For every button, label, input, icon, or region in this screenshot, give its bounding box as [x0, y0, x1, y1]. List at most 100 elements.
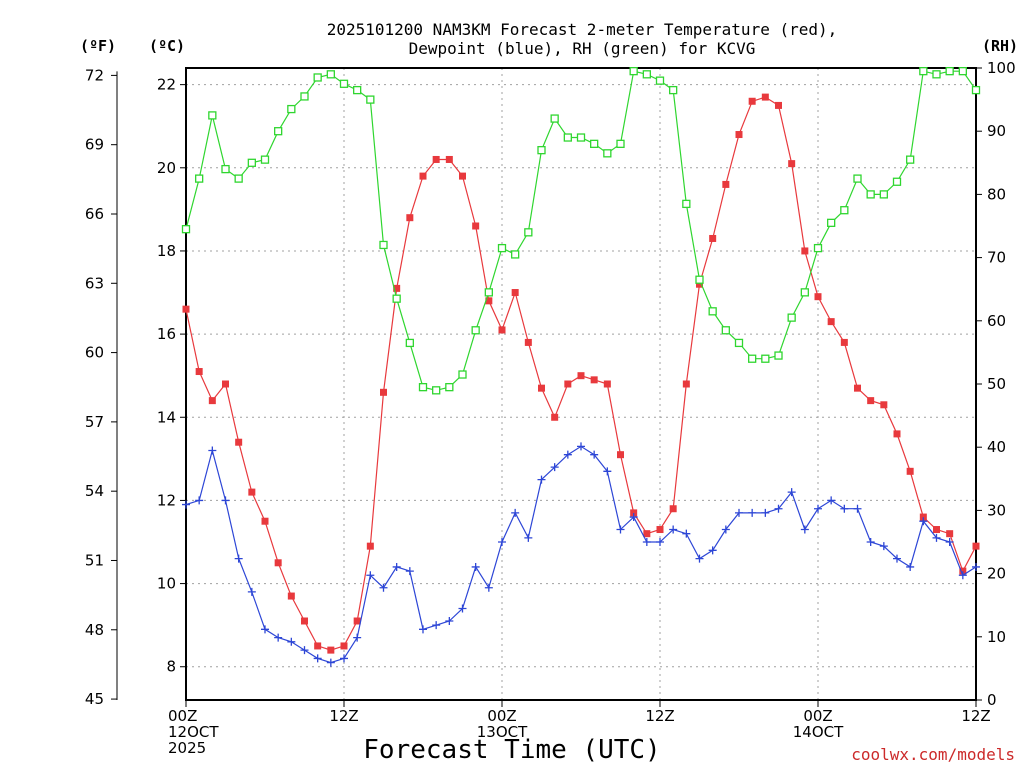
dewpoint-point	[603, 467, 612, 476]
dewpoint-point	[471, 562, 480, 571]
x-tick-label: 12Z	[961, 707, 990, 725]
rh-point	[853, 174, 862, 183]
rh-point	[181, 225, 191, 234]
temperature-point	[854, 384, 861, 392]
rh-point	[761, 354, 770, 363]
celsius-tick-label: 14	[157, 408, 176, 426]
rh-point	[379, 240, 388, 250]
temperature-point	[643, 530, 651, 538]
rh-point	[945, 67, 954, 76]
fahrenheit-tick-label: 72	[85, 66, 104, 84]
rh-point	[274, 127, 283, 136]
dewpoint-point	[234, 554, 243, 563]
dewpoint-point	[340, 654, 348, 663]
rh-point	[484, 288, 493, 297]
rh-point	[445, 383, 454, 392]
rh-point	[787, 313, 796, 322]
rh-point	[932, 70, 941, 79]
dewpoint-point	[405, 567, 414, 576]
temperature-point	[498, 326, 506, 334]
dewpoint-point	[919, 517, 928, 526]
temperature-point	[287, 592, 295, 600]
rh-point	[287, 104, 296, 114]
rh-tick-label: 60	[987, 312, 1006, 330]
temperature-point	[551, 413, 559, 421]
temperature-point	[788, 160, 796, 168]
dewpoint-point	[787, 488, 796, 497]
temperature-point	[748, 97, 756, 105]
dewpoint-point	[748, 508, 757, 517]
dewpoint-point	[300, 646, 309, 655]
x-tick-label: 12Z	[645, 707, 674, 725]
axes: 45 48 51 54 57 60 63 66 69 72 8 10 12 14 16 18 20 22 0 10 20…	[85, 59, 1016, 709]
temperature-point	[459, 172, 466, 180]
rh-tick-label: 40	[987, 438, 1006, 456]
dewpoint-point	[669, 525, 678, 534]
rh-point	[458, 370, 467, 379]
chart-title-line-2: Dewpoint (blue), RH (green) for KCVG	[409, 39, 756, 58]
temperature-point	[472, 222, 480, 230]
celsius-unit-label: (ºC)	[149, 37, 185, 55]
temperature-point	[577, 372, 585, 380]
temperature-point	[669, 505, 677, 513]
temperature-point	[893, 430, 901, 438]
temperature-point	[340, 642, 348, 650]
dewpoint-point	[577, 442, 585, 451]
rh-point	[906, 155, 915, 164]
dewpoint-point	[800, 525, 809, 534]
dewpoint-point	[708, 546, 717, 555]
celsius-tick-label: 8	[166, 658, 176, 676]
rh-point	[313, 73, 322, 82]
rh-point	[524, 228, 533, 237]
fahrenheit-tick-label: 54	[85, 482, 104, 500]
rh-point	[879, 190, 888, 199]
dewpoint-point	[814, 504, 822, 513]
dewpoint-point	[695, 554, 704, 563]
dewpoint-point	[511, 508, 520, 517]
rh-point	[247, 158, 256, 167]
celsius-tick-label: 22	[157, 76, 176, 94]
rh-tick-label: 50	[987, 375, 1006, 393]
dewpoint-point	[287, 637, 296, 646]
rh-point	[958, 67, 967, 76]
rh-point	[721, 326, 730, 335]
temperature-point	[380, 388, 387, 396]
temperature-point	[222, 380, 229, 388]
dewpoint-point	[353, 633, 362, 642]
rh-point	[353, 85, 362, 95]
dewpoint-point	[182, 500, 190, 509]
dewpoint-point	[642, 538, 651, 546]
fahrenheit-tick-label: 63	[85, 274, 104, 292]
rh-point	[497, 243, 507, 253]
temperature-point	[775, 101, 782, 109]
temperature-point	[814, 293, 822, 301]
rh-point	[537, 146, 546, 155]
fahrenheit-tick-label: 69	[85, 136, 104, 154]
plot-frame	[185, 67, 977, 701]
x-axis-label: Forecast Time (UTC)	[363, 735, 660, 765]
rh-point	[840, 206, 849, 215]
dewpoint-point	[682, 529, 691, 538]
dewpoint-point	[419, 625, 427, 634]
rh-tick-label: 90	[987, 122, 1006, 140]
rh-point	[603, 149, 612, 158]
rh-point	[511, 250, 520, 259]
rh-point	[682, 199, 691, 209]
dewpoint-point	[274, 633, 283, 642]
fahrenheit-unit-label: (ºF)	[80, 37, 116, 55]
rh-point	[774, 351, 783, 360]
dewpoint-point	[313, 654, 322, 663]
temperature-point	[827, 318, 835, 326]
temperature-point	[419, 172, 427, 180]
series-line-dewpoint	[185, 445, 977, 664]
temperature-point	[682, 380, 690, 388]
dewpoint-point	[721, 525, 730, 534]
dewpoint-point	[932, 533, 941, 542]
rh-tick-label: 0	[987, 691, 997, 709]
dewpoint-point	[616, 525, 625, 534]
temperature-point	[327, 646, 335, 654]
dewpoint-point	[906, 562, 915, 571]
fahrenheit-tick-label: 51	[85, 551, 104, 569]
rh-point	[827, 218, 836, 227]
temperature-point	[261, 517, 269, 525]
